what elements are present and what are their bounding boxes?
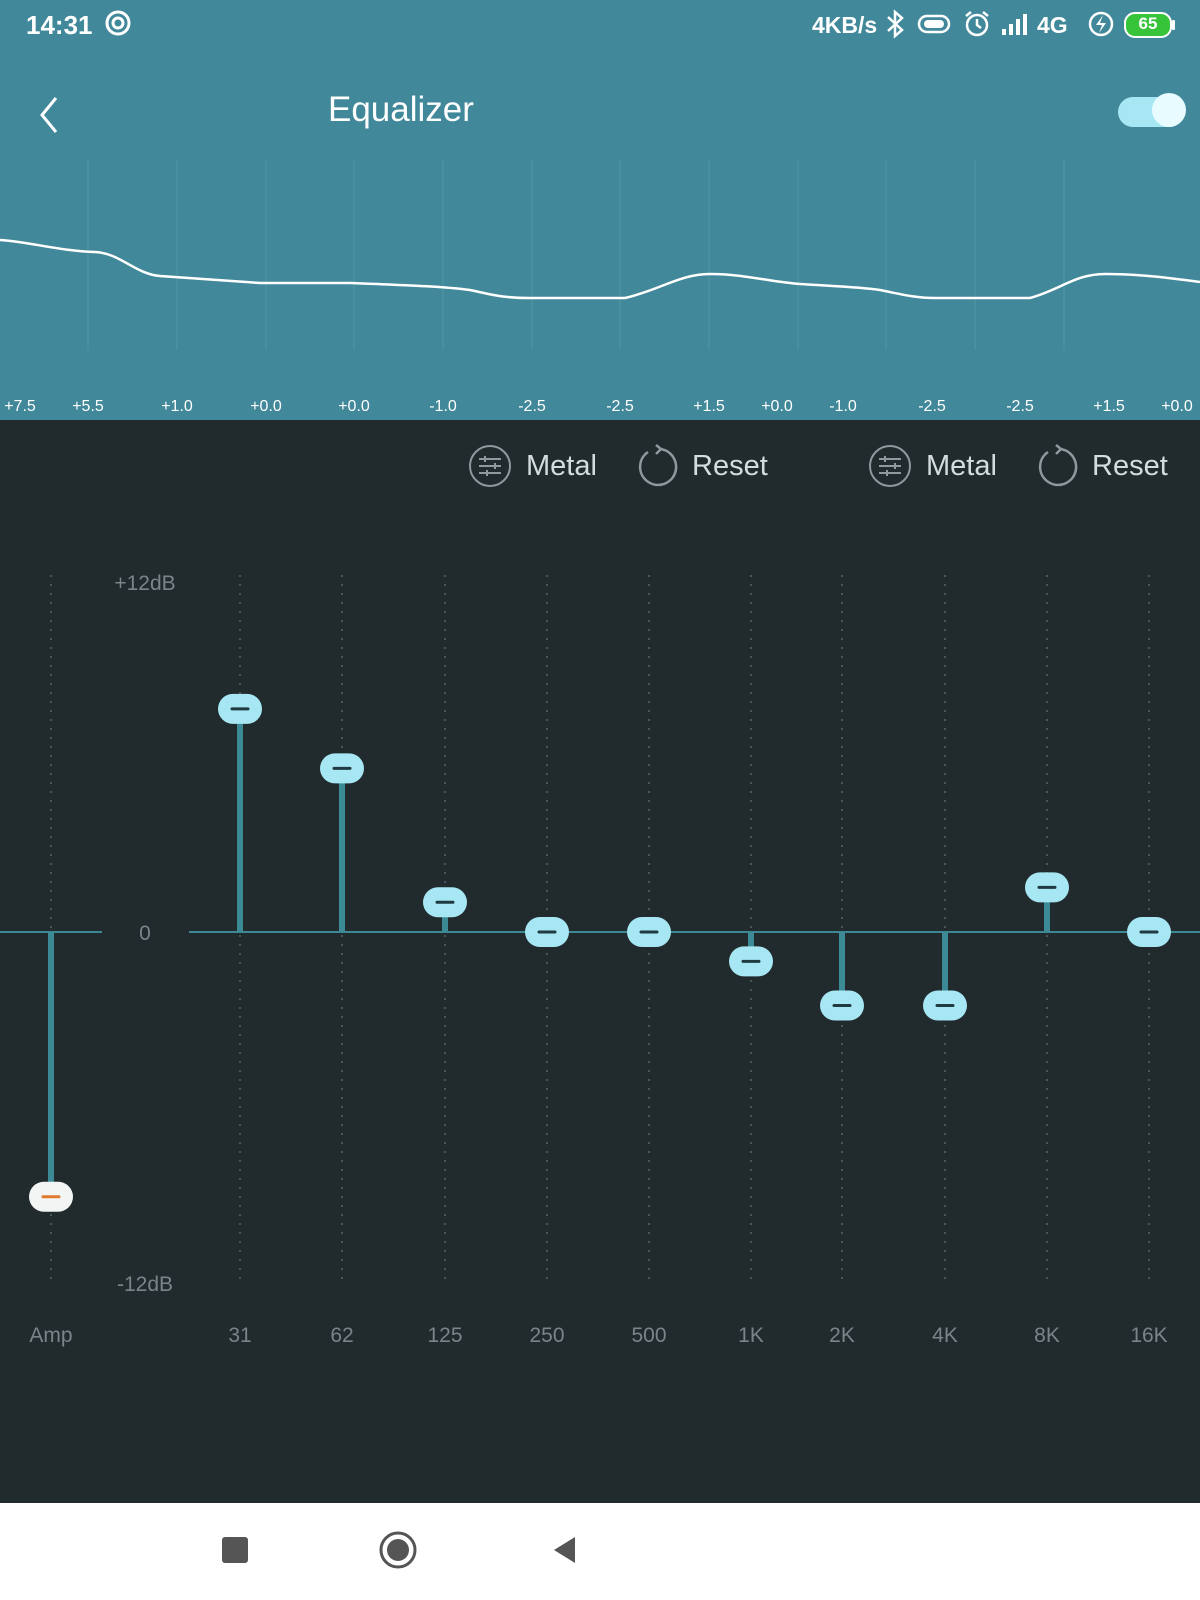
toggle-knob <box>1152 93 1186 127</box>
band-label: 2K <box>829 1324 855 1347</box>
band-label: 8K <box>1034 1324 1060 1347</box>
preset-sliders-icon <box>469 445 511 487</box>
reset-label: Reset <box>1092 449 1168 482</box>
preview-value-label: +1.0 <box>161 398 193 415</box>
hotspot-icon <box>105 10 131 36</box>
reset-label: Reset <box>692 449 768 482</box>
preview-value-label: -2.5 <box>606 398 634 415</box>
bluetooth-icon <box>887 9 904 39</box>
preview-value-label: -2.5 <box>518 398 546 415</box>
amp-label: Amp <box>29 1324 73 1347</box>
equalizer-sliders <box>0 575 1200 1285</box>
status-network-type: 4G <box>1037 12 1068 38</box>
preview-value-label: -1.0 <box>829 398 857 415</box>
preview-value-label: -2.5 <box>918 398 946 415</box>
preview-value-label: +0.0 <box>1161 398 1193 415</box>
preset-label: Metal <box>526 449 597 482</box>
scale-min-label: -12dB <box>116 1273 174 1296</box>
preset-button[interactable]: Metal <box>868 440 997 492</box>
band-label: 500 <box>631 1324 667 1347</box>
status-time: 14:31 <box>26 10 93 40</box>
battery-level: 65 <box>1138 14 1158 33</box>
navigation-bar <box>0 1503 1200 1600</box>
band-label: 16K <box>1130 1324 1168 1347</box>
reset-button[interactable]: Reset <box>636 440 768 492</box>
status-bar: 14:31 4KB/s 4G <box>0 0 1200 52</box>
charging-icon <box>1088 11 1114 37</box>
recents-button[interactable] <box>220 1535 250 1565</box>
preset-label: Metal <box>926 449 997 482</box>
equalizer-header-panel: 14:31 4KB/s 4G <box>0 0 1200 420</box>
preview-value-label: +1.5 <box>693 398 725 415</box>
page-title: Equalizer <box>328 90 474 129</box>
preset-sliders-icon <box>869 445 911 487</box>
back-button[interactable] <box>30 90 70 140</box>
preview-value-label: +0.0 <box>250 398 282 415</box>
band-label: 125 <box>427 1324 463 1347</box>
preview-value-label: +5.5 <box>72 398 104 415</box>
battery-icon: 65 <box>1124 12 1175 38</box>
reset-button[interactable]: Reset <box>1036 440 1168 492</box>
band-label: 31 <box>228 1324 252 1347</box>
preview-value-label: +0.0 <box>761 398 793 415</box>
back-nav-button[interactable] <box>550 1535 580 1565</box>
status-network-speed: 4KB/s <box>812 12 878 38</box>
band-label: 1K <box>738 1324 764 1347</box>
band-label: 250 <box>529 1324 565 1347</box>
band-label: 62 <box>330 1324 354 1347</box>
scale-zero-label: 0 <box>139 922 151 945</box>
preview-value-label: +0.0 <box>338 398 370 415</box>
frequency-response-curve <box>0 160 1200 350</box>
curve-line <box>0 238 1200 300</box>
scale-max-label: +12dB <box>114 572 176 595</box>
preset-value-labels: +7.5 +5.5 +1.0 +0.0 +0.0 -1.0 -2.5 -2.5 … <box>0 398 1200 418</box>
reset-icon <box>1038 444 1078 487</box>
curve-gridlines <box>87 160 1065 350</box>
equalizer-toggle[interactable] <box>1118 93 1186 127</box>
reset-icon <box>638 444 678 487</box>
preview-value-label: +1.5 <box>1093 398 1125 415</box>
preview-value-label: -1.0 <box>429 398 457 415</box>
home-button[interactable] <box>378 1530 418 1570</box>
preview-value-label: -2.5 <box>1006 398 1034 415</box>
signal-icon <box>1002 14 1027 35</box>
preview-value-label: +7.5 <box>4 398 36 415</box>
vibrate-icon <box>917 14 951 34</box>
band-label: 4K <box>932 1324 958 1347</box>
alarm-icon <box>965 11 989 37</box>
preset-button[interactable]: Metal <box>468 440 597 492</box>
